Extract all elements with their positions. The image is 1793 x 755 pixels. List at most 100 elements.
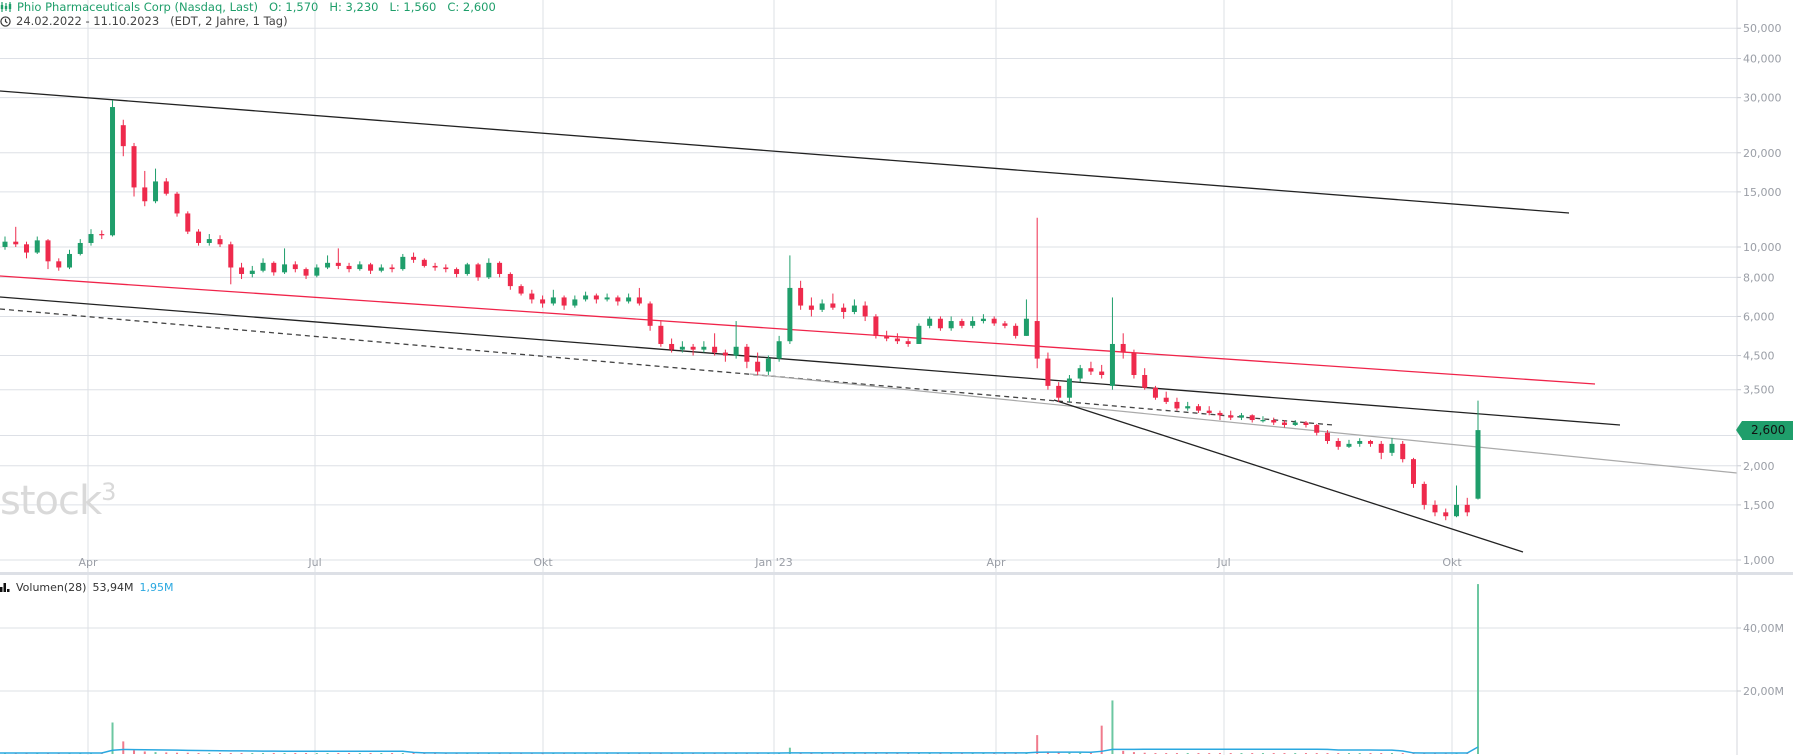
candle xyxy=(454,267,460,278)
candle xyxy=(163,178,169,196)
candle xyxy=(1432,500,1438,517)
candle xyxy=(45,239,51,270)
candle xyxy=(1077,364,1083,383)
candle-body xyxy=(1389,443,1395,453)
candle-body xyxy=(1109,343,1115,386)
candle-body xyxy=(819,303,825,310)
candle xyxy=(77,239,83,256)
candle-body xyxy=(174,193,180,214)
candle-body xyxy=(260,262,266,271)
candle xyxy=(421,258,427,268)
volume-bar xyxy=(1315,753,1318,754)
candle xyxy=(1421,481,1427,510)
candle-body xyxy=(314,267,320,276)
volume-bar xyxy=(229,753,232,754)
volume-bar xyxy=(1477,584,1479,754)
candle xyxy=(2,236,8,250)
candle-body xyxy=(99,234,105,236)
candle xyxy=(744,343,750,369)
candle-body xyxy=(1292,422,1298,425)
volume-bar xyxy=(1304,753,1307,754)
candle xyxy=(776,335,782,362)
candle xyxy=(712,333,718,356)
candle-body xyxy=(1260,420,1266,422)
candle-body xyxy=(346,265,352,270)
candle xyxy=(271,261,277,276)
volume-bar xyxy=(1261,753,1264,754)
candle xyxy=(110,99,116,237)
volume-label: Volumen(28) xyxy=(16,581,87,594)
volume-bar xyxy=(1218,753,1221,754)
volume-bar xyxy=(1390,753,1393,754)
candle xyxy=(153,168,159,204)
candle-body xyxy=(518,286,524,294)
candle-body xyxy=(529,293,535,300)
time-tick-label: Okt xyxy=(1442,556,1462,569)
candle-body xyxy=(228,244,234,268)
stock3-watermark-logo: stock3 xyxy=(0,478,116,524)
candle xyxy=(615,295,621,306)
date-range-header: 24.02.2022 - 11.10.2023 (EDT, 2 Jahre, 1… xyxy=(0,14,288,28)
candle xyxy=(905,338,911,347)
candle xyxy=(518,284,524,296)
candle-body xyxy=(1281,422,1287,425)
candle xyxy=(88,229,94,246)
price-tick-label: 8,000 xyxy=(1743,271,1775,284)
candle xyxy=(1088,361,1094,375)
candle xyxy=(411,252,417,263)
candle-body xyxy=(335,262,341,266)
volume-bar xyxy=(240,753,243,754)
candle xyxy=(1367,439,1373,447)
volume-bar xyxy=(1068,752,1071,754)
candle xyxy=(1303,421,1309,428)
trendlines xyxy=(0,90,1738,553)
candle xyxy=(1260,416,1266,423)
candle-body xyxy=(776,341,782,359)
candle-body xyxy=(550,297,556,304)
candle-body xyxy=(733,346,739,356)
candle xyxy=(99,230,105,240)
candle-body xyxy=(841,307,847,312)
volume-bar xyxy=(176,752,179,754)
volume-bar xyxy=(1251,753,1254,754)
candle-body xyxy=(1432,504,1438,513)
candle xyxy=(970,316,976,329)
candle-body xyxy=(808,305,814,310)
candle-body xyxy=(1152,387,1158,398)
candle-body xyxy=(970,321,976,326)
candle-body xyxy=(1120,343,1126,353)
candle xyxy=(583,291,589,302)
candle-body xyxy=(185,213,191,232)
candle-body xyxy=(196,231,202,243)
volume-bar xyxy=(122,741,125,754)
trendline-lower xyxy=(1053,399,1524,553)
candle-body xyxy=(980,318,986,322)
volume-bar xyxy=(1272,753,1275,754)
candle xyxy=(1271,417,1277,425)
candle xyxy=(927,316,933,329)
volume-bar xyxy=(315,753,318,754)
candle-body xyxy=(851,305,857,312)
trendline-grey xyxy=(749,373,1738,474)
candle xyxy=(948,316,954,331)
candle-body xyxy=(249,270,255,274)
candle-body xyxy=(1174,401,1180,409)
candle-body xyxy=(1066,378,1072,398)
price-tick-label: 4,500 xyxy=(1743,350,1775,363)
candle xyxy=(647,301,653,331)
candle-body xyxy=(1249,415,1255,421)
candle-body xyxy=(507,273,513,287)
candle xyxy=(1013,323,1019,339)
volume-bar xyxy=(380,753,383,754)
time-tick-label: Apr xyxy=(78,556,98,569)
candle-body xyxy=(142,187,148,202)
volume-bar xyxy=(1089,752,1092,754)
candle-body xyxy=(1099,371,1105,375)
candle xyxy=(464,262,470,276)
volume-bar xyxy=(1079,752,1082,754)
ohlc-low: L: 1,560 xyxy=(389,0,437,14)
candle xyxy=(1292,420,1298,426)
candle xyxy=(1002,321,1008,329)
time-tick-label: Jul xyxy=(307,556,321,569)
